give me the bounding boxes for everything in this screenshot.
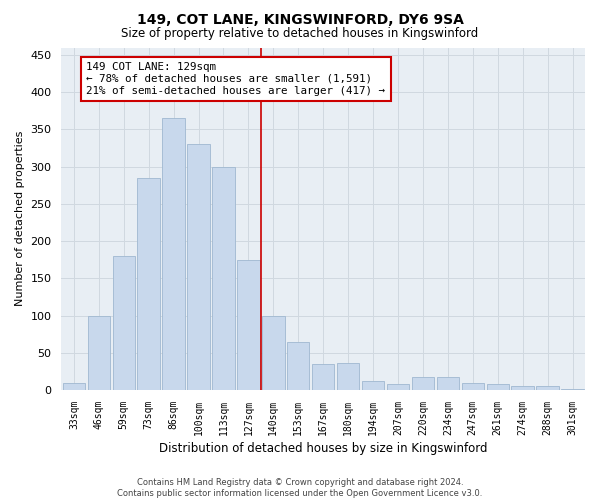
Bar: [536, 386, 559, 390]
Bar: [187, 144, 210, 390]
Text: Size of property relative to detached houses in Kingswinford: Size of property relative to detached ho…: [121, 28, 479, 40]
Bar: [237, 260, 260, 390]
Text: 149, COT LANE, KINGSWINFORD, DY6 9SA: 149, COT LANE, KINGSWINFORD, DY6 9SA: [137, 12, 463, 26]
Bar: [137, 178, 160, 390]
Bar: [212, 166, 235, 390]
Bar: [487, 384, 509, 390]
Bar: [461, 382, 484, 390]
Bar: [62, 382, 85, 390]
Bar: [113, 256, 135, 390]
Bar: [562, 388, 584, 390]
Bar: [88, 316, 110, 390]
Text: 149 COT LANE: 129sqm
← 78% of detached houses are smaller (1,591)
21% of semi-de: 149 COT LANE: 129sqm ← 78% of detached h…: [86, 62, 385, 96]
Bar: [362, 381, 384, 390]
Bar: [163, 118, 185, 390]
Bar: [511, 386, 534, 390]
Bar: [312, 364, 334, 390]
X-axis label: Distribution of detached houses by size in Kingswinford: Distribution of detached houses by size …: [159, 442, 487, 455]
Bar: [412, 376, 434, 390]
Bar: [337, 362, 359, 390]
Bar: [437, 376, 459, 390]
Bar: [287, 342, 310, 390]
Bar: [387, 384, 409, 390]
Y-axis label: Number of detached properties: Number of detached properties: [15, 131, 25, 306]
Text: Contains HM Land Registry data © Crown copyright and database right 2024.
Contai: Contains HM Land Registry data © Crown c…: [118, 478, 482, 498]
Bar: [262, 316, 284, 390]
